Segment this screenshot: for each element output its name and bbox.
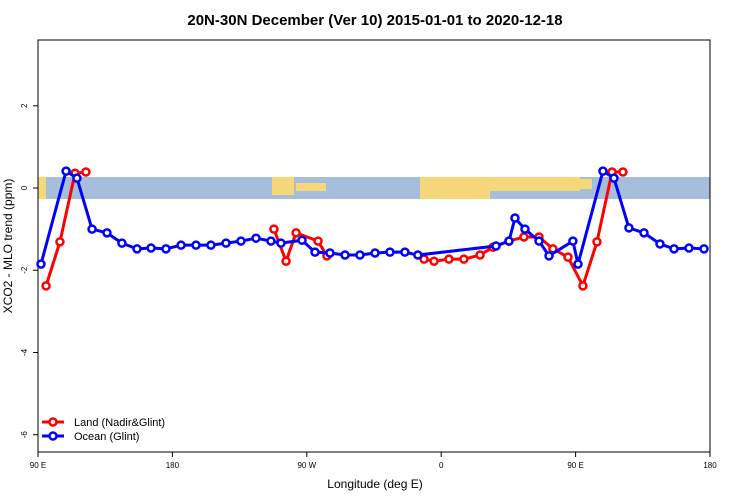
data-point <box>281 256 291 266</box>
data-point <box>36 259 46 269</box>
data-point <box>340 250 350 260</box>
data-point <box>459 254 469 264</box>
legend-label: Land (Nadir&Glint) <box>74 417 165 429</box>
data-point <box>568 236 578 246</box>
plot-frame <box>37 39 711 453</box>
x-tick-label: 90 E <box>567 461 583 470</box>
y-tick-label: -6 <box>20 431 29 439</box>
data-point <box>313 236 323 246</box>
data-point <box>41 281 51 291</box>
data-point <box>578 281 588 291</box>
data-point <box>355 250 365 260</box>
data-point <box>429 256 439 266</box>
data-point <box>504 236 514 246</box>
data-point <box>413 250 423 260</box>
data-point <box>519 232 529 242</box>
data-point <box>684 243 694 253</box>
data-point <box>370 248 380 258</box>
data-point <box>592 237 602 247</box>
x-tick-label: 90 W <box>297 461 316 470</box>
data-point <box>618 167 628 177</box>
data-point <box>176 240 186 250</box>
data-point <box>520 224 530 234</box>
data-point <box>444 254 454 264</box>
data-point <box>221 238 231 248</box>
data-point <box>236 236 246 246</box>
data-point <box>161 244 171 254</box>
data-point <box>598 166 608 176</box>
data-point <box>191 240 201 250</box>
data-point <box>269 224 279 234</box>
data-point <box>669 244 679 254</box>
data-point <box>624 223 634 233</box>
data-point <box>146 243 156 253</box>
x-tick-label: 0 <box>439 461 444 470</box>
x-tick-label: 180 <box>166 461 180 470</box>
data-point <box>609 173 619 183</box>
data-point <box>510 213 520 223</box>
data-point <box>563 252 573 262</box>
data-point <box>72 173 82 183</box>
data-point <box>573 259 583 269</box>
data-point <box>310 247 320 257</box>
data-point <box>117 238 127 248</box>
data-point <box>102 228 112 238</box>
data-point <box>475 250 485 260</box>
data-point <box>251 233 261 243</box>
data-point <box>544 251 554 261</box>
y-tick-label: -4 <box>20 348 29 356</box>
legend-marker <box>48 417 58 427</box>
legend-marker <box>48 431 58 441</box>
x-axis-label: Longitude (deg E) <box>327 477 422 491</box>
data-point <box>291 228 301 238</box>
y-tick-label: 2 <box>20 103 29 108</box>
data-point <box>655 239 665 249</box>
data-point <box>61 166 71 176</box>
x-tick-label: 90 E <box>30 461 46 470</box>
data-point <box>400 247 410 257</box>
x-tick-label: 180 <box>703 461 717 470</box>
legend-label: Ocean (Glint) <box>74 431 139 443</box>
data-point <box>491 241 501 251</box>
y-tick-label: -2 <box>20 266 29 274</box>
data-point <box>87 224 97 234</box>
series-line <box>44 170 87 287</box>
data-point <box>639 228 649 238</box>
data-point <box>297 235 307 245</box>
map-strip <box>38 177 710 199</box>
data-point <box>266 236 276 246</box>
data-point <box>55 237 65 247</box>
data-point <box>132 244 142 254</box>
data-point <box>276 238 286 248</box>
data-point <box>385 247 395 257</box>
y-axis-label: XCO2 - MLO trend (ppm) <box>1 179 15 314</box>
data-point <box>699 244 709 254</box>
data-point <box>81 167 91 177</box>
y-tick-label: 0 <box>20 185 29 190</box>
data-point <box>325 248 335 258</box>
data-point <box>206 240 216 250</box>
data-point <box>534 236 544 246</box>
chart-title: 20N-30N December (Ver 10) 2015-01-01 to … <box>187 12 562 29</box>
